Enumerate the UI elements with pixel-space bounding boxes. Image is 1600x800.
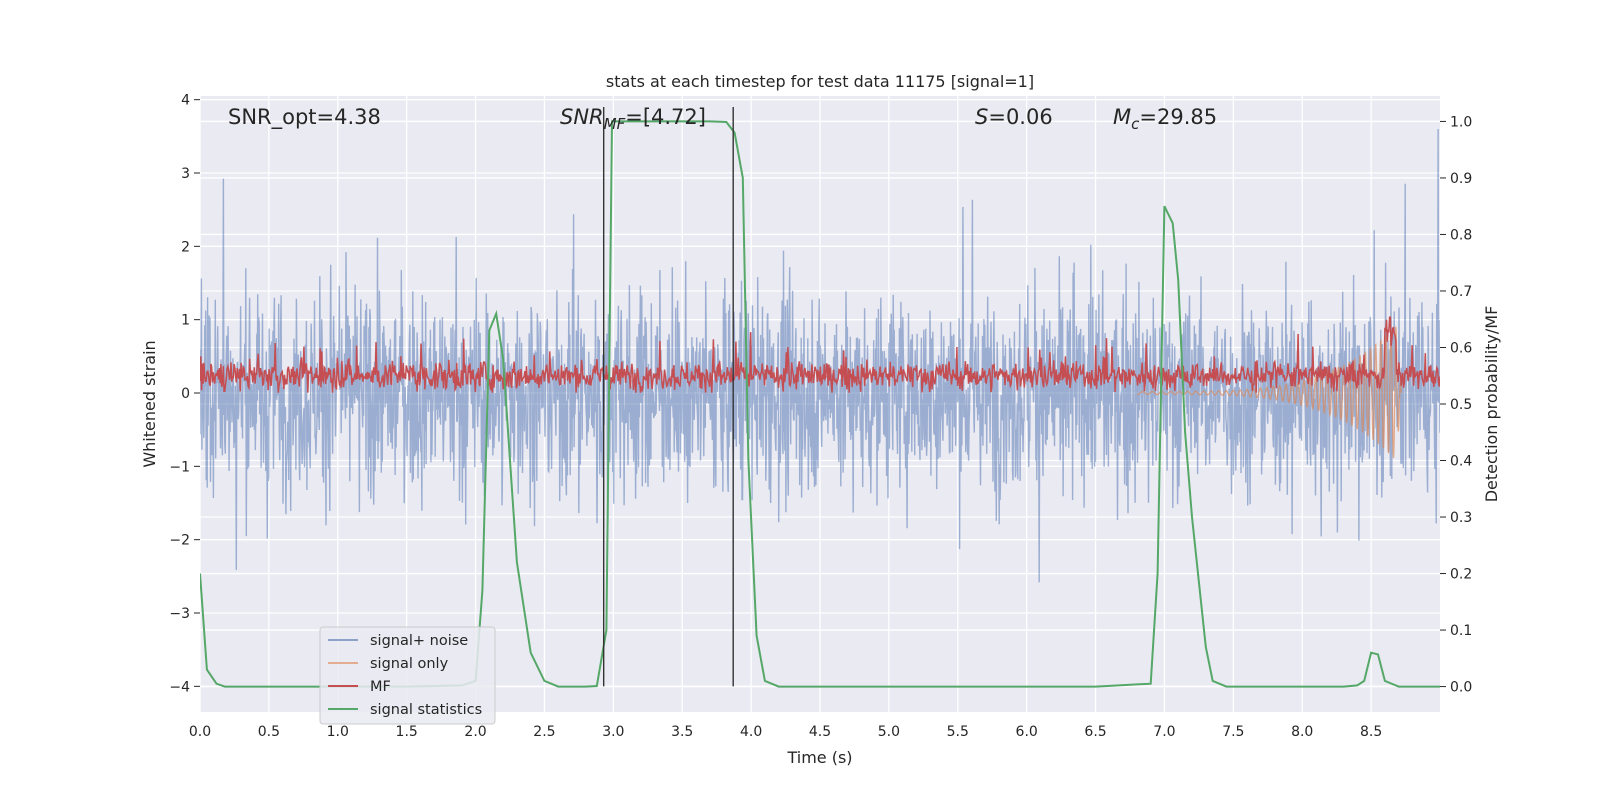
- y-left-tick-label: 1: [181, 313, 190, 329]
- x-tick-label: 1.0: [327, 724, 349, 740]
- annotation-mc-sub: c: [1131, 115, 1140, 133]
- legend-label-signal-noise: signal+ noise: [370, 633, 468, 649]
- series-signal-statistics-line: [200, 120, 1440, 688]
- x-tick-label: 7.0: [1153, 724, 1175, 740]
- annotation-mc-value: =29.85: [1139, 105, 1217, 129]
- series-mf-line: [200, 316, 1440, 393]
- x-tick-label: 6.0: [1016, 724, 1038, 740]
- y-right-tick-label: 0.7: [1450, 284, 1472, 300]
- y-left-axis-ticks: −4 −3 −2 −1 0 1 2 3 4: [169, 93, 200, 695]
- legend-label-signal-statistics: signal statistics: [370, 702, 482, 718]
- y-left-tick-label: 3: [181, 166, 190, 182]
- x-tick-label: 3.0: [602, 724, 624, 740]
- y-left-tick-label: −3: [169, 606, 190, 622]
- annotation-s: S=0.06: [975, 105, 1053, 129]
- annotation-s-sym: S: [975, 105, 988, 129]
- y-right-tick-label: 0.6: [1450, 340, 1472, 356]
- annotation-snr-mf: SNRMF=[4.72]: [560, 105, 706, 133]
- x-tick-label: 0.5: [258, 724, 280, 740]
- y-right-tick-label: 1.0: [1450, 114, 1472, 130]
- y-right-tick-label: 0.0: [1450, 680, 1472, 696]
- x-axis-ticks: 0.0 0.5 1.0 1.5 2.0 2.5 3.0 3.5 4.0 4.5 5.0 5.5 6.0 6…: [189, 724, 1382, 740]
- legend: signal+ noise signal only MF signal stat…: [319, 626, 496, 725]
- y-right-axis-label: Detection probability/MF: [1482, 306, 1501, 503]
- x-tick-label: 6.5: [1084, 724, 1106, 740]
- y-right-tick-label: 0.3: [1450, 510, 1472, 526]
- y-left-tick-label: −1: [169, 459, 190, 475]
- annotation-s-value: =0.06: [988, 105, 1052, 129]
- annotation-snr-opt: SNR_opt=4.38: [228, 105, 381, 130]
- y-right-tick-label: 0.9: [1450, 171, 1472, 187]
- series-layer: [200, 120, 1440, 688]
- x-tick-label: 8.0: [1291, 724, 1313, 740]
- series-signal-only-line: [1136, 326, 1403, 459]
- y-right-tick-label: 0.1: [1450, 623, 1472, 639]
- x-tick-label: 3.5: [671, 724, 693, 740]
- x-tick-label: 2.0: [464, 724, 486, 740]
- y-right-axis-ticks: 0.0 0.1 0.2 0.3 0.4 0.5 0.6 0.7 0.8 0.9 1.0: [1440, 114, 1472, 696]
- x-tick-label: 2.5: [533, 724, 555, 740]
- x-tick-label: 4.5: [809, 724, 831, 740]
- x-tick-label: 4.0: [740, 724, 762, 740]
- x-tick-label: 5.5: [947, 724, 969, 740]
- x-tick-label: 0.0: [189, 724, 211, 740]
- y-right-tick-label: 0.5: [1450, 397, 1472, 413]
- legend-label-signal-only: signal only: [370, 656, 449, 672]
- x-tick-label: 1.5: [396, 724, 418, 740]
- y-left-tick-label: 0: [181, 386, 190, 402]
- y-left-tick-label: 4: [181, 93, 190, 109]
- annotation-mc: Mc=29.85: [1113, 105, 1217, 133]
- x-tick-label: 7.5: [1222, 724, 1244, 740]
- grid: [199, 96, 1440, 712]
- y-right-tick-label: 0.2: [1450, 567, 1472, 583]
- x-axis-label: Time (s): [786, 748, 852, 767]
- annotation-snr-mf-sub: MF: [604, 115, 626, 133]
- annotation-snr-mf-value: =[4.72]: [625, 105, 706, 129]
- legend-box: [319, 626, 496, 725]
- y-left-tick-label: 2: [181, 239, 190, 255]
- vertical-lines: [602, 107, 734, 687]
- y-left-axis-label: Whitened strain: [140, 340, 159, 467]
- y-right-tick-label: 0.4: [1450, 454, 1472, 470]
- y-left-tick-label: −4: [169, 679, 190, 695]
- x-tick-label: 5.0: [878, 724, 900, 740]
- y-left-tick-label: −2: [169, 533, 190, 549]
- annotation-snr-mf-base: SNR: [560, 105, 604, 129]
- annotation-mc-sym: M: [1113, 105, 1131, 129]
- x-tick-label: 8.5: [1360, 724, 1382, 740]
- chart-title: stats at each timestep for test data 111…: [606, 72, 1034, 91]
- legend-label-mf: MF: [370, 679, 391, 695]
- y-right-tick-label: 0.8: [1450, 227, 1472, 243]
